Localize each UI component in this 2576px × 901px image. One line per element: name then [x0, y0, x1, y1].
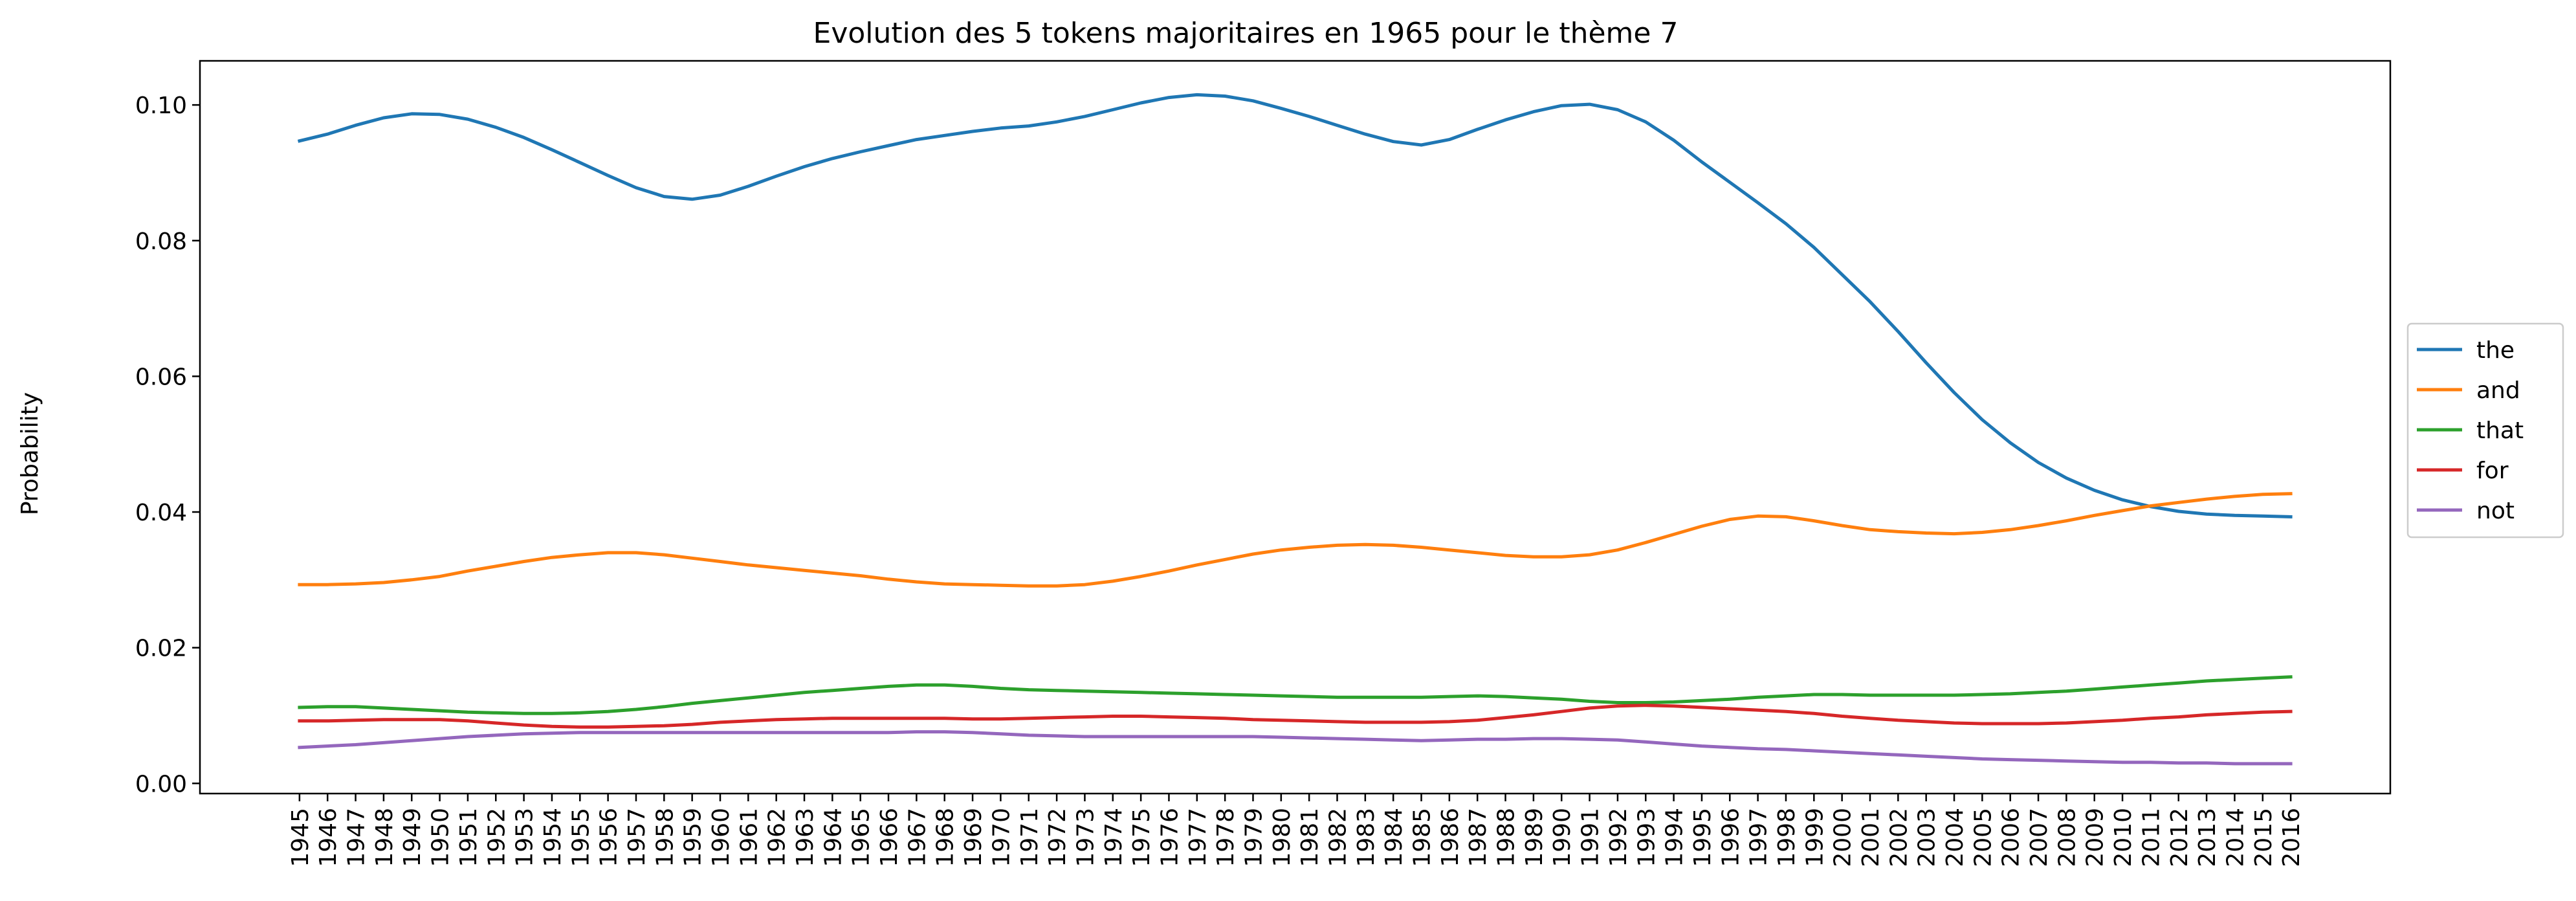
x-tick-label: 1968 [932, 808, 959, 867]
x-tick-label: 2006 [1998, 808, 2025, 867]
x-tick-label: 2014 [2223, 808, 2249, 867]
x-tick-label: 1983 [1353, 808, 1380, 867]
x-tick-label: 1986 [1437, 808, 1464, 867]
x-tick-label: 1961 [736, 808, 762, 867]
x-tick-label: 2008 [2054, 808, 2080, 867]
x-tick-label: 2001 [1858, 808, 1884, 867]
x-tick-label: 1967 [904, 808, 930, 867]
x-tick-label: 2002 [1886, 808, 1912, 867]
plot-frame [199, 60, 2392, 795]
x-tick-label: 1984 [1381, 808, 1407, 867]
x-tick-label: 1970 [988, 808, 1015, 867]
x-tick-label: 1954 [540, 808, 566, 867]
x-tick-label: 1980 [1269, 808, 1295, 867]
x-tick-label: 2011 [2138, 808, 2164, 867]
legend-box [2406, 322, 2564, 539]
x-tick-label: 1999 [1801, 808, 1828, 867]
x-tick-label: 2007 [2026, 808, 2053, 867]
x-tick-label: 1958 [652, 808, 678, 867]
x-tick-label: 2009 [2082, 808, 2109, 867]
x-tick-label: 1998 [1774, 808, 1800, 867]
x-tick-label: 1971 [1017, 808, 1043, 867]
x-tick-label: 1963 [792, 808, 819, 867]
x-tick-label: 1972 [1044, 808, 1071, 867]
x-tick-label: 1987 [1465, 808, 1492, 867]
x-tick-label: 1964 [820, 808, 846, 867]
x-tick-label: 1945 [287, 808, 314, 867]
y-tick-label: 0.04 [135, 500, 187, 526]
x-tick-label: 1989 [1521, 808, 1548, 867]
x-tick-label: 1997 [1746, 808, 1772, 867]
x-tick-label: 2010 [2110, 808, 2137, 867]
y-tick-label: 0.08 [135, 228, 187, 255]
x-tick-label: 1974 [1101, 808, 1127, 867]
legend-label-the: the [2476, 337, 2515, 364]
legend-label-not: not [2476, 498, 2515, 524]
x-tick-label: 1995 [1690, 808, 1716, 867]
x-tick-label: 1948 [371, 808, 398, 867]
y-tick-label: 0.10 [135, 93, 187, 119]
legend-label-for: for [2476, 458, 2509, 484]
x-tick-label: 1965 [848, 808, 875, 867]
x-tick-label: 2003 [1914, 808, 1941, 867]
x-tick-label: 1950 [428, 808, 454, 867]
x-tick-label: 2000 [1830, 808, 1856, 867]
x-tick-label: 1953 [512, 808, 538, 867]
x-tick-label: 1955 [567, 808, 594, 867]
x-tick-label: 1982 [1325, 808, 1352, 867]
y-tick-label: 0.02 [135, 636, 187, 662]
x-tick-label: 1960 [708, 808, 734, 867]
y-axis-label: Probability [17, 392, 43, 515]
x-tick-label: 2015 [2251, 808, 2277, 867]
x-tick-label: 2012 [2166, 808, 2193, 867]
y-axis: 0.00 0.02 0.04 0.06 0.08 0.10 [135, 93, 200, 797]
x-tick-label: 1949 [399, 808, 426, 867]
x-tick-label: 1952 [483, 808, 510, 867]
x-tick-label: 1973 [1072, 808, 1099, 867]
x-tick-label: 2004 [1942, 808, 1968, 867]
x-tick-label: 1992 [1605, 808, 1632, 867]
x-tick-label: 2016 [2278, 808, 2305, 867]
x-tick-label: 1969 [960, 808, 987, 867]
legend-label-and: and [2476, 377, 2520, 404]
x-axis: 1945 1946 1947 1948 1949 1950 1951 1952 1953 1954… [287, 794, 2305, 867]
x-tick-label: 1966 [876, 808, 903, 867]
x-tick-label: 1985 [1409, 808, 1436, 867]
legend-label-that: that [2476, 417, 2524, 444]
x-tick-label: 1993 [1633, 808, 1660, 867]
series-line-not [298, 730, 2293, 766]
series-line-the [297, 93, 2293, 518]
chart-title: Evolution des 5 tokens majoritaires en 1… [813, 17, 1679, 50]
x-tick-label: 1994 [1662, 808, 1688, 867]
x-tick-label: 1977 [1185, 808, 1211, 867]
x-tick-label: 1976 [1157, 808, 1183, 867]
legend: the and that for not [2406, 322, 2564, 539]
y-tick-label: 0.06 [135, 364, 187, 390]
x-tick-label: 1947 [344, 808, 370, 867]
x-tick-label: 1990 [1549, 808, 1576, 867]
x-tick-label: 1962 [764, 808, 791, 867]
x-tick-label: 1975 [1128, 808, 1155, 867]
series-layer [297, 93, 2293, 766]
x-tick-label: 1996 [1717, 808, 1744, 867]
x-tick-label: 1991 [1578, 808, 1604, 867]
x-tick-label: 1946 [315, 808, 342, 867]
x-tick-label: 1956 [596, 808, 622, 867]
x-tick-label: 1951 [456, 808, 482, 867]
x-tick-label: 2005 [1970, 808, 1996, 867]
y-tick-label: 0.00 [135, 771, 187, 797]
series-line-for [298, 704, 2293, 729]
x-tick-label: 1979 [1241, 808, 1268, 867]
x-tick-label: 1957 [624, 808, 650, 867]
series-line-and [298, 492, 2293, 588]
x-tick-label: 2013 [2194, 808, 2221, 867]
x-tick-label: 1988 [1493, 808, 1520, 867]
x-tick-label: 1978 [1213, 808, 1239, 867]
x-tick-label: 1981 [1297, 808, 1323, 867]
series-line-that [298, 675, 2293, 715]
x-tick-label: 1959 [680, 808, 707, 867]
